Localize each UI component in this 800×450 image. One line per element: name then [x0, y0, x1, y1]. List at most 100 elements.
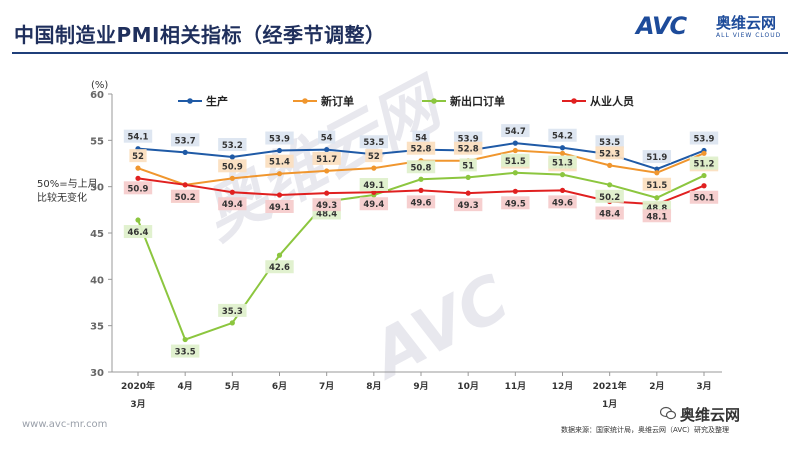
- data-label: 49.6: [552, 198, 573, 208]
- y-tick-label: 45: [90, 229, 104, 240]
- data-label-box: [501, 153, 530, 167]
- data-label: 50.1: [694, 194, 715, 204]
- data-point-production: [512, 140, 518, 146]
- data-point-employment: [276, 192, 283, 198]
- x-tick-label: 1月: [602, 399, 617, 410]
- title-divider: [12, 52, 788, 54]
- data-label: 50.9: [222, 162, 243, 172]
- footer-url: www.avc-mr.com: [22, 419, 108, 430]
- data-label-box: [123, 181, 153, 195]
- data-label-box: [595, 135, 624, 149]
- y-tick-label: 60: [90, 90, 104, 101]
- data-point-employment: [418, 187, 424, 193]
- data-point-export_orders: [229, 320, 235, 326]
- data-label-box: [548, 155, 577, 169]
- data-label-box: [548, 195, 577, 209]
- data-label: 51.5: [505, 157, 526, 167]
- data-label: 52.8: [411, 145, 432, 155]
- data-label: 50.9: [128, 184, 149, 194]
- legend-label: 从业人员: [590, 94, 634, 108]
- data-label-box: [406, 141, 436, 155]
- data-point-export_orders: [182, 336, 188, 343]
- data-point-employment: [135, 175, 141, 181]
- data-label: 48.4: [599, 209, 620, 219]
- data-label: 53.5: [363, 138, 384, 148]
- data-point-production: [559, 145, 566, 151]
- data-label: 51.7: [316, 155, 337, 165]
- data-point-production: [654, 166, 660, 172]
- data-point-export_orders: [701, 172, 707, 179]
- y-tick-label: 40: [90, 275, 104, 286]
- data-label-box: [642, 177, 672, 191]
- data-label: 35.3: [222, 307, 243, 317]
- data-label: 49.1: [363, 181, 384, 191]
- data-label: 49.3: [316, 201, 337, 211]
- data-point-export_orders: [607, 182, 613, 188]
- data-label-box: [406, 160, 436, 174]
- data-label: 54.7: [505, 127, 526, 137]
- data-label: 53.7: [175, 136, 196, 146]
- data-point-export_orders: [654, 195, 660, 201]
- data-label-box: [265, 154, 294, 168]
- data-point-employment: [229, 189, 235, 195]
- data-point-production: [182, 149, 188, 155]
- data-label: 52.3: [599, 149, 620, 159]
- data-label-box: [265, 200, 294, 214]
- x-tick-label: 2020年: [121, 380, 155, 392]
- x-tick-label: 9月: [413, 381, 428, 392]
- y-tick-label: 50: [90, 183, 104, 194]
- data-point-new_orders: [559, 150, 566, 156]
- legend-swatch-marker: [187, 98, 193, 104]
- data-label: 54.1: [128, 133, 149, 143]
- data-label-box: [265, 260, 294, 274]
- legend-label: 新出口订单: [450, 94, 505, 108]
- data-label: 33.5: [175, 348, 196, 358]
- data-label: 49.4: [222, 200, 243, 210]
- data-label-box: [170, 133, 200, 147]
- data-label-box: [170, 344, 200, 358]
- data-point-new_orders: [607, 162, 613, 168]
- data-label-box: [123, 225, 153, 239]
- data-label-box: [642, 209, 672, 223]
- data-label-box: [453, 141, 483, 155]
- data-label-box: [359, 178, 389, 192]
- data-label-box: [412, 130, 430, 144]
- y-tick-label: 30: [90, 368, 104, 379]
- data-label-box: [218, 303, 247, 317]
- data-source-note: 数据来源：国家统计局，奥维云网（AVC）研究及整理: [561, 426, 730, 434]
- data-point-employment: [512, 188, 518, 194]
- legend-swatch-marker: [431, 98, 437, 104]
- y-tick-label: 35: [90, 322, 104, 333]
- data-label: 51: [462, 161, 474, 171]
- data-point-new_orders: [701, 150, 707, 156]
- data-label-box: [365, 149, 383, 163]
- data-point-new_orders: [324, 168, 330, 174]
- data-point-employment: [465, 190, 471, 196]
- x-tick-label: 2月: [649, 381, 664, 392]
- data-label-box: [689, 131, 719, 145]
- x-tick-label: 8月: [366, 381, 381, 392]
- data-point-employment: [701, 183, 707, 189]
- data-point-new_orders: [371, 165, 377, 171]
- data-label: 49.1: [269, 203, 290, 213]
- data-label-box: [312, 151, 341, 165]
- data-label: 42.6: [269, 263, 290, 273]
- data-point-new_orders: [654, 170, 660, 176]
- data-label-box: [642, 150, 672, 164]
- x-tick-label: 11月: [505, 381, 527, 392]
- data-point-new_orders: [135, 165, 141, 171]
- data-point-new_orders: [229, 175, 235, 181]
- data-label: 46.4: [128, 228, 149, 238]
- baseline-annotation: 50%=与上月 比较无变化: [37, 179, 98, 204]
- data-label-box: [453, 131, 483, 145]
- page-title: 中国制造业PMI相关指标（经季节调整）: [14, 23, 386, 47]
- data-label: 52: [132, 152, 144, 162]
- data-label-box: [318, 130, 336, 144]
- data-label-box: [595, 206, 624, 220]
- data-label-box: [459, 158, 477, 172]
- data-label: 50.8: [411, 163, 432, 173]
- data-label-box: [406, 195, 436, 209]
- data-label: 49.3: [458, 201, 479, 211]
- x-tick-label: 6月: [272, 381, 287, 392]
- data-label-box: [501, 124, 530, 138]
